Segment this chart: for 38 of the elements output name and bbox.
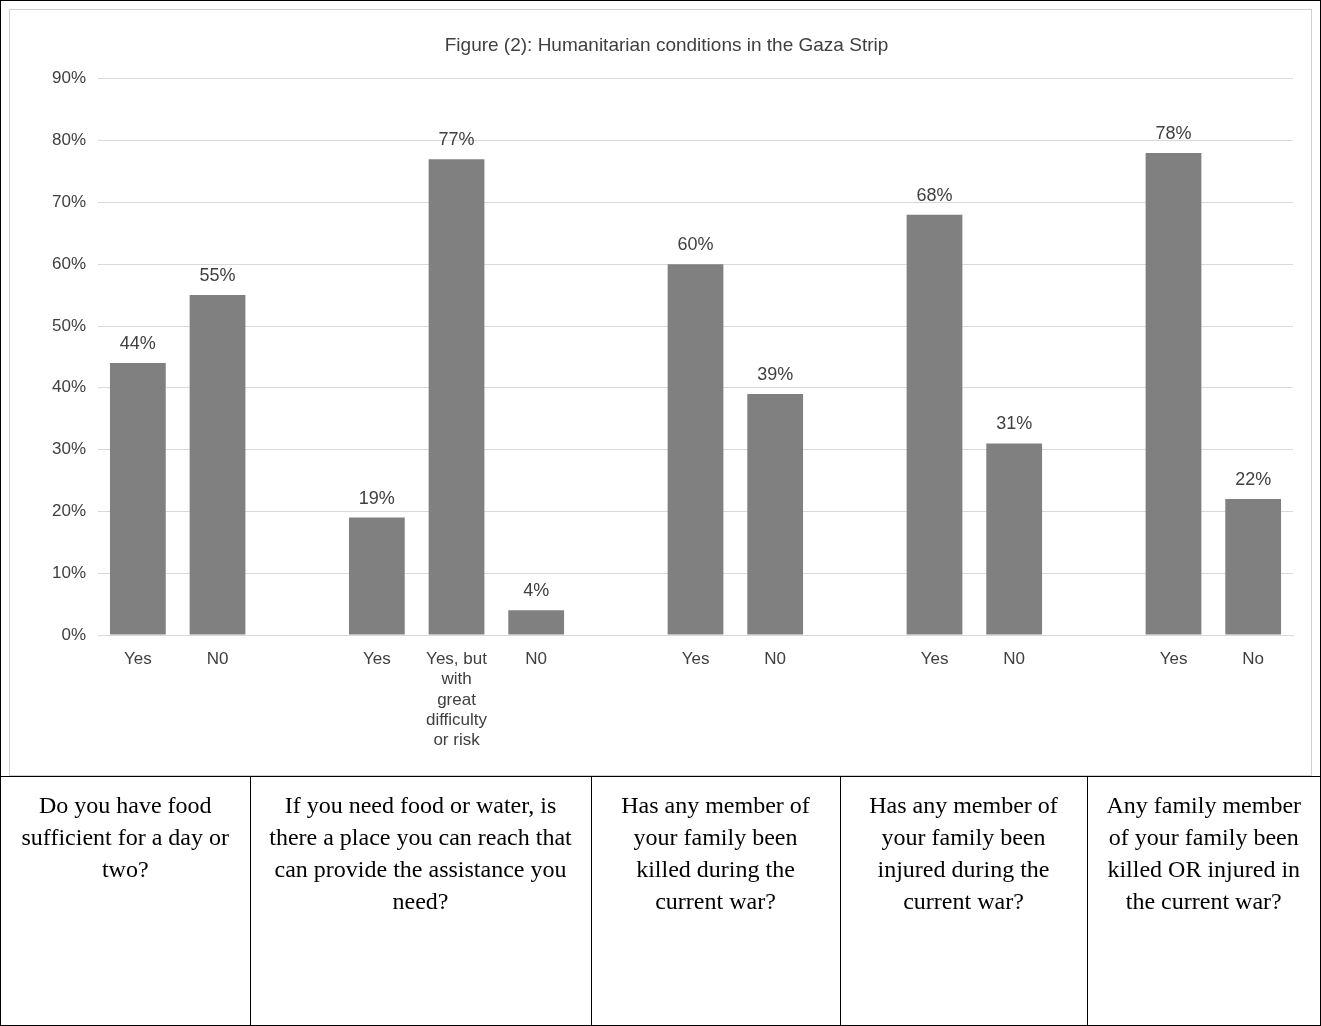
data-label: 19%: [358, 487, 395, 508]
data-label: 44%: [119, 333, 156, 354]
y-tick-label: 70%: [51, 192, 87, 212]
x-tick-label: Yes, but with great difficulty or risk: [425, 648, 488, 750]
x-tick-label: Yes: [920, 648, 949, 668]
text: Has any member of your family been injured during the current war?: [840, 776, 1087, 1025]
chart-title: Figure (2): Humanitarian conditions in the Gaza Strip: [444, 33, 889, 55]
data-label: 60%: [677, 234, 714, 255]
x-tick-label: N0: [206, 648, 229, 668]
x-tick-label: Yes: [681, 648, 710, 668]
y-tick-label: 90%: [51, 68, 87, 88]
data-label: 55%: [199, 265, 236, 286]
data-label: 39%: [757, 363, 794, 384]
x-tick-label: N0: [525, 648, 548, 668]
text: Do you have food sufficient for a day or two?: [1, 776, 250, 1025]
y-tick-label: 40%: [51, 377, 87, 397]
x-tick-label: Yes: [1159, 648, 1188, 668]
x-tick-label: N0: [764, 648, 787, 668]
y-tick-label: 30%: [51, 439, 87, 459]
x-tick-label: No: [1242, 648, 1265, 668]
x-tick-label: Yes: [362, 648, 391, 668]
x-tick-label: Yes: [123, 648, 152, 668]
y-tick-label: 80%: [51, 130, 87, 150]
y-tick-label: 50%: [51, 315, 87, 335]
data-label: 77%: [438, 129, 475, 150]
y-tick-label: 20%: [51, 501, 87, 521]
data-label: 68%: [916, 184, 953, 205]
text: Has any member of your family been killed during the current war?: [591, 776, 840, 1025]
text: If you need food or water, is there a place you can reach that can provide the assistance you need?: [250, 776, 591, 1025]
data-label: 31%: [996, 413, 1033, 434]
data-label: 4%: [523, 580, 550, 601]
data-label: 22%: [1235, 469, 1272, 490]
x-tick-label: N0: [1003, 648, 1026, 668]
y-tick-label: 10%: [51, 562, 87, 582]
y-tick-label: 60%: [51, 253, 87, 273]
data-label: 78%: [1155, 122, 1192, 143]
text: Any family member of your family been killed OR injured in the current war?: [1087, 776, 1320, 1025]
y-tick-label: 0%: [61, 624, 87, 644]
